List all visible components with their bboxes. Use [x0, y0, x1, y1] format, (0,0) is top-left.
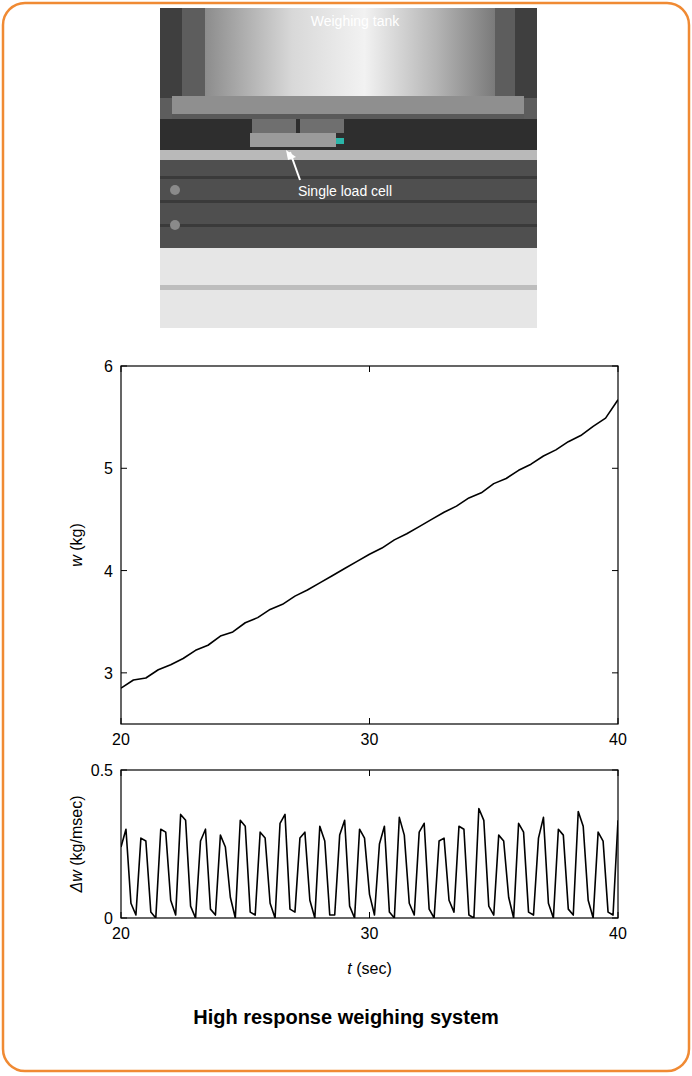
plot-frame: [121, 366, 618, 724]
y-tick: [121, 468, 127, 469]
x-tick-label: 40: [609, 731, 627, 748]
groove: [160, 224, 537, 227]
block: [252, 119, 296, 133]
x-tick: [618, 770, 619, 776]
x-tick: [618, 912, 619, 918]
x-tick: [618, 718, 619, 724]
tank: [205, 8, 495, 98]
y-tick: [612, 672, 618, 673]
x-tick-label: 40: [609, 925, 627, 942]
y-tick-label: 3: [104, 665, 113, 682]
y-axis-title: Δw (kg/msec): [68, 796, 85, 894]
photo-label: Single load cell: [298, 183, 392, 199]
x-axis-title: t (sec): [347, 960, 391, 977]
gap: [160, 119, 537, 153]
photo: [160, 8, 537, 328]
caption: High response weighing system: [193, 1006, 499, 1028]
y-tick: [612, 918, 618, 919]
photo-label: Weighing tank: [311, 13, 400, 29]
x-tick: [121, 718, 122, 724]
data-line: [121, 808, 618, 918]
x-tick: [121, 366, 122, 372]
plot-area: [121, 400, 618, 688]
data-line: [121, 400, 618, 688]
y-tick: [612, 366, 618, 367]
plate-edge: [172, 114, 524, 119]
y-tick: [121, 672, 127, 673]
x-tick: [121, 770, 122, 776]
x-tick: [369, 770, 370, 776]
y-axis-title-part: (kg): [68, 523, 85, 555]
y-tick: [121, 366, 127, 367]
frame: [3, 3, 689, 1071]
y-tick: [612, 468, 618, 469]
base-plate: [160, 150, 537, 160]
chart: 20 30 40 0 0.5 Δw (kg/msec) t (sec): [68, 762, 627, 977]
stand: [160, 8, 182, 98]
x-tick: [369, 366, 370, 372]
y-tick: [612, 770, 618, 771]
bench: [160, 248, 537, 328]
load-cell-tag: [336, 138, 344, 144]
groove: [160, 200, 537, 203]
y-tick-label: 6: [104, 358, 113, 375]
bench-edge: [160, 285, 537, 290]
x-tick: [369, 912, 370, 918]
x-tick: [121, 912, 122, 918]
extrusion: [160, 160, 537, 248]
chart: 20 30 40 3 4 5 6 w (kg): [68, 358, 627, 748]
x-tick-label: 20: [112, 731, 130, 748]
y-axis-title: w (kg): [68, 523, 85, 567]
y-tick-label: 0: [104, 910, 113, 927]
x-tick: [369, 718, 370, 724]
y-tick: [121, 918, 127, 919]
y-tick-label: 4: [104, 563, 113, 580]
y-tick-label: 5: [104, 460, 113, 477]
y-tick: [121, 770, 127, 771]
groove: [160, 176, 537, 179]
photo-bg: [160, 8, 537, 328]
bolt: [170, 220, 180, 230]
y-tick: [612, 570, 618, 571]
x-tick-label: 20: [112, 925, 130, 942]
arrow-head: [286, 150, 296, 160]
x-tick-label: 30: [361, 731, 379, 748]
plot-area: [121, 808, 618, 918]
page: Weighing tank Single load cell 20 30 40 3 4 5 6 w…: [0, 0, 692, 1076]
y-axis-title-part: Δw: [68, 869, 85, 894]
plate: [172, 96, 524, 118]
block: [300, 119, 344, 133]
x-tick-label: 30: [361, 925, 379, 942]
y-tick-label: 0.5: [91, 762, 113, 779]
x-axis-title-part: (sec): [352, 960, 392, 977]
plot-frame: [121, 770, 618, 918]
load-cell: [250, 133, 336, 147]
stand: [515, 8, 537, 98]
x-tick: [618, 366, 619, 372]
y-axis-title-part: (kg/msec): [68, 796, 85, 871]
bolt: [170, 185, 180, 195]
canvas: Weighing tank Single load cell 20 30 40 3 4 5 6 w…: [0, 0, 692, 1076]
y-tick: [121, 570, 127, 571]
